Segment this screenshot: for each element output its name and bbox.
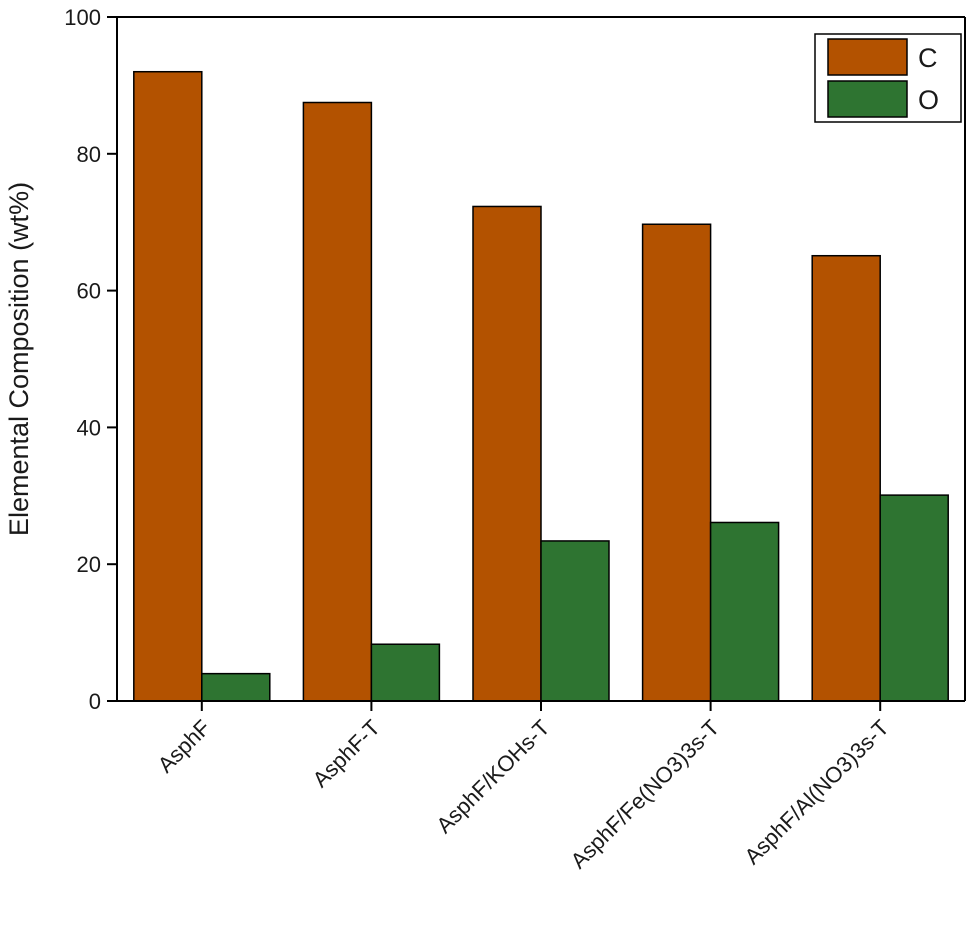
bar-o-2 (370, 643, 441, 702)
y-tick-label: 80 (77, 142, 101, 167)
y-tick-label: 40 (77, 415, 101, 440)
bar-o-1 (201, 672, 271, 702)
x-tick-label: AsphF-T (308, 715, 385, 792)
x-tick-label: AsphF/Al(NO3)3s-T (739, 715, 893, 869)
bar-c-5 (811, 254, 881, 702)
y-axis-title: Elemental Composition (wt%) (4, 182, 34, 536)
legend-label-c: C (918, 43, 938, 73)
legend-swatch-o (827, 80, 908, 118)
y-tick-label: 20 (77, 552, 101, 577)
legend: C O (814, 33, 962, 123)
bar-c-4 (641, 223, 712, 702)
x-tick-label: AsphF (153, 715, 216, 778)
x-tick-label: AsphF/Fe(NO3)3s-T (566, 715, 725, 874)
bar-c-2 (302, 101, 373, 702)
legend-label-o: O (918, 85, 939, 115)
y-tick-label: 0 (89, 689, 101, 714)
bars-layer (133, 70, 949, 702)
legend-swatch-c (827, 38, 908, 76)
axes-layer (116, 16, 966, 702)
bar-c-3 (472, 205, 542, 702)
bar-c-1 (133, 70, 203, 702)
y-tick-label: 60 (77, 279, 101, 304)
bar-o-3 (540, 540, 610, 702)
y-tick-label: 100 (64, 5, 101, 30)
x-tick-label: AsphF/KOHs-T (431, 715, 554, 838)
x-ticks: AsphF AsphF-T AsphF/KOHs-T AsphF/Fe(NO3)3s-… (153, 701, 894, 873)
bar-o-5 (879, 494, 949, 702)
y-ticks: 0 20 40 60 80 100 (64, 5, 117, 714)
bar-o-4 (709, 521, 780, 702)
